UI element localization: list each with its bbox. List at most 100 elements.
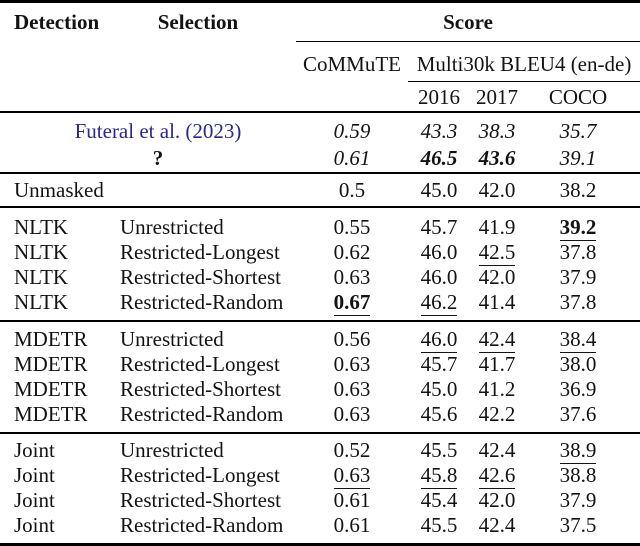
cell-coco: 37.8 (559, 240, 597, 264)
best-score: 39.2 (559, 215, 597, 241)
detection-cell: NLTK (14, 265, 69, 289)
row-futeral: Futeral et al. (2023) 0.59 43.3 38.3 35.… (0, 112, 640, 146)
empty-cell (100, 42, 296, 82)
second-best-score: 42.4 (478, 327, 516, 353)
cell-2017: 41.4 (470, 290, 524, 322)
cell-commute: 0.63 (333, 377, 371, 401)
cell-commute: 0.62 (333, 240, 371, 264)
cell-commute: 0.61 (296, 146, 408, 174)
cell-2016: 45.0 (420, 377, 458, 401)
cell-commute: 0.61 (333, 488, 371, 512)
cell-commute: 0.59 (333, 119, 371, 143)
second-best-score: 46.2 (420, 290, 458, 316)
cell-2017: 42.4 (470, 321, 524, 353)
cell-commute: 0.55 (333, 215, 371, 239)
cell-coco: 38.0 (559, 352, 597, 376)
cell-2017: 42.0 (478, 488, 516, 512)
cell-2016: 45.8 (408, 463, 470, 489)
cell-2016: 46.5 (408, 146, 470, 174)
row-joint-unrestricted: Joint Unrestricted 0.52 45.5 42.4 38.9 (0, 433, 640, 464)
cell-2017: 41.9 (478, 215, 516, 239)
cell-commute: 0.52 (333, 438, 371, 462)
header-row-3: 2016 2017 COCO (0, 81, 640, 113)
detection-cell: MDETR (14, 327, 88, 351)
selection-cell: Restricted-Shortest (120, 265, 281, 289)
citation-cell: Futeral et al. (2023) (0, 112, 296, 146)
row-joint-restricted-random: Joint Restricted-Random 0.61 45.5 42.4 3… (0, 513, 640, 545)
cell-2016: 46.2 (408, 290, 470, 322)
cell-coco: 37.6 (524, 402, 640, 434)
selection-cell: Restricted-Random (100, 290, 296, 322)
cell-2016: 46.0 (408, 321, 470, 353)
second-best-score: 46.0 (420, 327, 458, 353)
cell-2016: 43.3 (420, 119, 458, 143)
header-selection: Selection (157, 10, 239, 35)
cell-2016: 45.7 (420, 215, 458, 239)
cell-coco: 38.4 (524, 321, 640, 353)
row-nltk-restricted-longest: NLTK Restricted-Longest 0.62 46.0 42.5 3… (0, 240, 640, 266)
cell-2017: 42.4 (478, 513, 516, 537)
row-nltk-unrestricted: NLTK Unrestricted 0.55 45.7 41.9 39.2 (0, 207, 640, 241)
detection-cell: MDETR (14, 377, 88, 401)
second-best-score: 0.63 (333, 463, 371, 489)
cell-2017: 42.0 (470, 173, 524, 208)
selection-cell: Restricted-Random (120, 513, 284, 537)
cell-coco: 38.2 (524, 173, 640, 208)
second-best-score: 45.8 (420, 463, 458, 489)
cell-commute: 0.63 (333, 265, 371, 289)
selection-cell: Unrestricted (120, 327, 224, 351)
cell-2017: 38.3 (478, 119, 516, 143)
selection-cell: Restricted-Longest (120, 240, 280, 264)
detection-cell: MDETR (0, 402, 100, 434)
second-best-score: 38.4 (559, 327, 597, 353)
empty-cell (100, 81, 296, 113)
citation-link[interactable]: Futeral et al. (2023) (74, 119, 242, 143)
second-best-score: 42.5 (478, 240, 516, 266)
header-2017: 2017 (470, 81, 524, 113)
selection-cell: Restricted-Shortest (120, 377, 281, 401)
cell-coco: 35.7 (559, 119, 597, 143)
cell-coco: 36.9 (559, 377, 597, 401)
detection-cell: Joint (14, 513, 55, 537)
row-mdetr-restricted-shortest: MDETR Restricted-Shortest 0.63 45.0 41.2… (0, 377, 640, 402)
header-score: Score (296, 1, 640, 42)
cell-2017: 42.6 (470, 463, 524, 489)
cell-2016: 45.5 (420, 513, 458, 537)
detection-cell: Joint (14, 463, 55, 487)
cell-commute: 0.63 (296, 463, 408, 489)
cell-2017: 42.2 (470, 402, 524, 434)
detection-cell: NLTK (14, 215, 69, 239)
row-anonymous: ? 0.61 46.5 43.6 39.1 (0, 146, 640, 174)
empty-cell (0, 81, 100, 113)
detection-cell: NLTK (0, 290, 100, 322)
empty-cell (0, 42, 100, 82)
cell-2017: 43.6 (470, 146, 524, 174)
selection-cell: Restricted-Random (100, 402, 296, 434)
row-nltk-restricted-shortest: NLTK Restricted-Shortest 0.63 46.0 42.0 … (0, 265, 640, 290)
cell-commute: 0.61 (333, 513, 371, 537)
row-mdetr-restricted-random: MDETR Restricted-Random 0.63 45.6 42.2 3… (0, 402, 640, 434)
empty-cell (100, 173, 296, 208)
detection-cell: Joint (14, 488, 55, 512)
cell-coco: 37.9 (559, 265, 597, 289)
cell-2016: 45.7 (420, 352, 458, 376)
cell-2016: 46.0 (420, 240, 458, 264)
selection-cell: Restricted-Shortest (120, 488, 281, 512)
cell-coco: 37.8 (524, 290, 640, 322)
header-row-2: CoMMuTE Multi30k BLEU4 (en-de) (0, 41, 640, 82)
detection-cell: Unmasked (0, 173, 104, 208)
cell-commute: 0.67 (296, 290, 408, 322)
selection-cell: Restricted-Longest (120, 463, 280, 487)
cell-commute: 0.56 (333, 327, 371, 351)
cell-coco: 37.9 (559, 488, 597, 512)
selection-cell: Unrestricted (120, 438, 224, 462)
row-nltk-restricted-random: NLTK Restricted-Random 0.67 46.2 41.4 37… (0, 290, 640, 322)
cell-2016: 45.4 (420, 488, 458, 512)
cell-2016: 46.0 (420, 265, 458, 289)
cell-coco: 38.8 (559, 463, 597, 487)
cell-2017: 42.0 (478, 265, 516, 289)
detection-cell: MDETR (14, 352, 88, 376)
row-mdetr-restricted-longest: MDETR Restricted-Longest 0.63 45.7 41.7 … (0, 352, 640, 377)
cell-2016: 45.6 (408, 402, 470, 434)
